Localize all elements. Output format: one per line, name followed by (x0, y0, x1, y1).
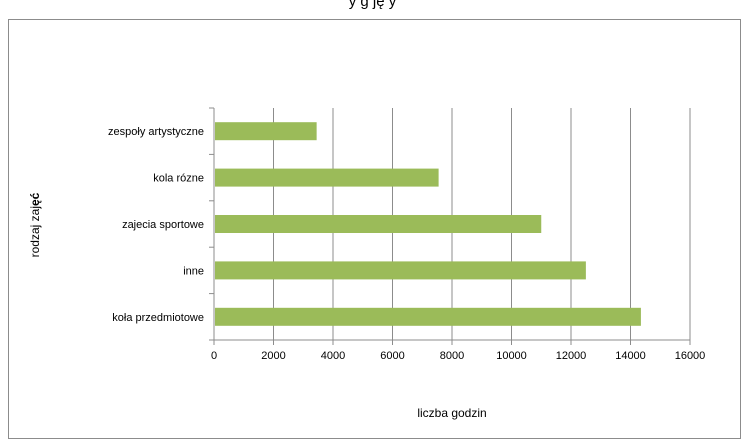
category-label: koła przedmiotowe (112, 312, 204, 324)
category-label: kola rózne (153, 173, 204, 185)
x-tick-label: 8000 (440, 350, 464, 362)
tick-labels: 0 2000 4000 6000 8000 10000 12000 14000 16000 (211, 350, 705, 362)
category-label: inne (183, 265, 204, 277)
x-tick-label: 12000 (556, 350, 587, 362)
y-axis-title-bold: ęć (28, 192, 42, 206)
x-tick-label: 16000 (675, 350, 706, 362)
y-axis-title-plain: rodzaj zaj (28, 206, 42, 257)
bar (215, 122, 317, 141)
y-axis-title: rodzaj zajęć (28, 192, 42, 257)
bar (215, 168, 439, 187)
category-label: zespoły artystyczne (108, 126, 204, 138)
category-label: zajecia sportowe (122, 219, 204, 231)
cropped-title: y g ję y (348, 0, 397, 10)
axes (209, 107, 690, 341)
x-tick-label: 14000 (615, 350, 646, 362)
x-tick-label: 2000 (261, 350, 285, 362)
bar (215, 261, 586, 280)
bar (215, 307, 641, 326)
x-tick-label: 10000 (496, 350, 527, 362)
bar (215, 215, 542, 233)
x-tick-label: 0 (211, 350, 217, 362)
x-tick-label: 6000 (380, 350, 404, 362)
chart-frame (8, 19, 741, 439)
bars (215, 122, 641, 326)
x-tick-label: 4000 (321, 350, 345, 362)
category-labels: koła przedmiotowe inne zajecia sportowe kol… (108, 126, 204, 324)
x-axis-title: liczba godzin (417, 406, 486, 420)
